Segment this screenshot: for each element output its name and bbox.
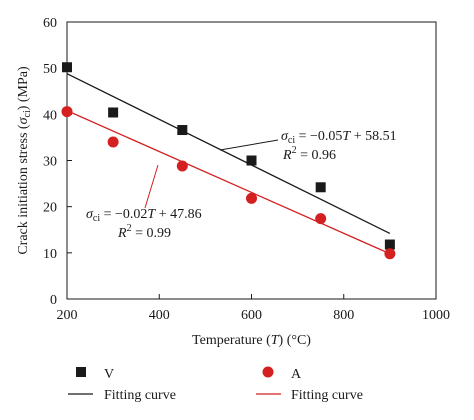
x-axis: 200 400 600 800 1000 bbox=[57, 294, 450, 323]
x-tick-label: 400 bbox=[149, 308, 170, 323]
data-point-a bbox=[315, 213, 327, 225]
x-tick-label: 800 bbox=[333, 308, 354, 323]
data-point-v bbox=[315, 182, 326, 193]
annotation-r2-a: R2 = 0.99 bbox=[117, 223, 171, 241]
legend-label-v: V bbox=[104, 367, 114, 382]
legend: V A Fitting curve Fitting curve bbox=[68, 366, 363, 403]
y-axis-title: Crack initiation stress (σci) (MPa) bbox=[16, 66, 33, 255]
data-point-v bbox=[62, 62, 72, 73]
legend-label-fit-a: Fitting curve bbox=[291, 388, 363, 403]
y-tick-label: 0 bbox=[50, 293, 57, 308]
legend-label-fit-v: Fitting curve bbox=[104, 388, 176, 403]
fit-lines bbox=[66, 73, 391, 255]
x-axis-title: Temperature (T) (°C) bbox=[192, 333, 311, 348]
data-point-a bbox=[61, 106, 73, 118]
y-axis: 0 10 20 30 40 50 60 bbox=[43, 16, 72, 308]
data-point-a bbox=[107, 136, 119, 148]
x-tick-label: 600 bbox=[241, 308, 262, 323]
legend-marker-v bbox=[76, 367, 86, 377]
legend-label-a: A bbox=[291, 367, 302, 382]
data-point-a bbox=[246, 192, 257, 204]
x-tick-label: 1000 bbox=[422, 308, 450, 323]
annotation-leader-a bbox=[144, 164, 159, 209]
y-tick-label: 30 bbox=[43, 155, 57, 170]
axes: 200 400 600 800 1000 0 10 20 30 40 50 60 bbox=[43, 16, 450, 323]
data-point-v bbox=[246, 155, 257, 166]
fit-line-0 bbox=[66, 73, 391, 235]
annotation-equation-a: σci = −0.02T + 47.86 bbox=[86, 207, 202, 224]
legend-marker-a bbox=[262, 366, 274, 378]
data-point-a bbox=[176, 160, 188, 172]
y-tick-label: 50 bbox=[43, 62, 57, 77]
y-tick-label: 10 bbox=[43, 247, 57, 262]
y-tick-label: 20 bbox=[43, 201, 57, 216]
annotation-r2-v: R2 = 0.96 bbox=[282, 145, 336, 163]
data-point-v bbox=[108, 107, 119, 118]
data-point-a bbox=[384, 248, 396, 260]
data-point-v bbox=[384, 239, 395, 250]
x-tick-label: 200 bbox=[57, 308, 78, 323]
data-markers bbox=[61, 62, 396, 260]
data-point-v bbox=[177, 125, 188, 136]
annotation-equation-v: σci = −0.05T + 58.51 bbox=[281, 129, 397, 146]
annotation-leader-v bbox=[219, 139, 279, 151]
fit-line-1 bbox=[66, 110, 391, 255]
y-tick-label: 40 bbox=[43, 108, 57, 123]
y-tick-label: 60 bbox=[43, 16, 57, 31]
